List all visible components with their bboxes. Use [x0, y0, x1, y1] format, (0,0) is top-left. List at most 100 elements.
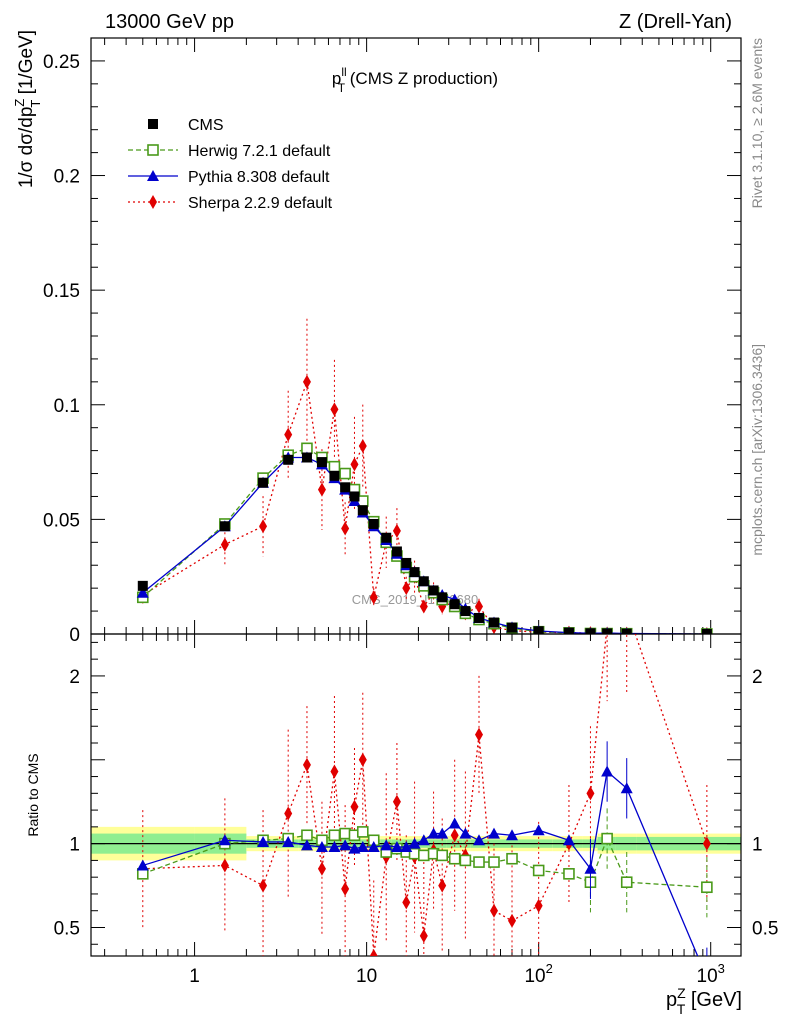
ratio-data-point: [436, 827, 449, 839]
ratio-data-point: [562, 834, 575, 846]
data-point: [475, 599, 484, 614]
data-point: [284, 427, 293, 442]
data-point: [317, 482, 326, 497]
ratio-data-point: [369, 949, 378, 956]
legend-marker: [147, 144, 159, 156]
ratio-data-point: [339, 827, 351, 840]
ratio-data-point: [328, 829, 341, 842]
ratio-data-point: [473, 834, 486, 846]
data-point: [701, 628, 712, 634]
data-point: [349, 491, 360, 502]
ratio-data-point: [508, 913, 517, 928]
ratio-data-point: [532, 824, 545, 836]
mcplots-label: mcplots.cern.ch [arXiv:1306.3436]: [749, 344, 765, 556]
ratio-data-point: [601, 765, 614, 777]
ratio-data-point: [623, 602, 631, 616]
x-tick-label: 103: [697, 961, 725, 987]
ratio-data-point: [301, 829, 313, 842]
ratio-data-point: [317, 861, 326, 876]
ratio-data-point: [427, 827, 440, 839]
header-left: 13000 GeV pp: [105, 11, 234, 33]
ratio-data-point: [300, 839, 313, 851]
data-point: [428, 585, 439, 596]
ratio-data-point: [438, 878, 447, 893]
ratio-data-point: [601, 832, 613, 845]
ratio-data-point: [563, 868, 575, 880]
data-point: [418, 576, 429, 587]
legend-label: CMS: [188, 117, 224, 134]
ratio-data-point: [136, 859, 149, 871]
data-point: [369, 590, 378, 605]
legend-label: Sherpa 2.2.9 default: [188, 195, 333, 212]
ratio-data-point: [339, 839, 352, 851]
ratio-data-point: [356, 840, 369, 852]
ratio-data-point: [302, 757, 311, 772]
data-point: [563, 627, 574, 634]
data-point: [341, 521, 350, 536]
data-point: [136, 586, 149, 598]
data-point: [329, 470, 340, 481]
ratio-data-point: [315, 840, 328, 852]
ratio-data-point: [367, 840, 380, 852]
data-point: [283, 454, 294, 465]
xlabel: pZ T [GeV]: [666, 985, 742, 1017]
ratio-ylabel: Ratio to CMS: [25, 753, 41, 836]
y-tick-label: 0.5: [54, 918, 80, 939]
data-point: [330, 402, 339, 417]
data-point: [381, 532, 392, 543]
data-point: [585, 628, 596, 634]
data-point: [220, 537, 229, 552]
ratio-data-point: [356, 826, 369, 838]
ratio-data-point: [459, 854, 472, 867]
y-tick-label: 0: [69, 625, 80, 646]
y-tick-label: 0.2: [54, 167, 80, 188]
ratio-series-pythia: [136, 741, 708, 956]
ratio-data-point: [534, 898, 543, 913]
ratio-data-point: [218, 834, 231, 846]
ratio-data-point: [390, 840, 403, 852]
data-point: [259, 519, 268, 534]
y-tick-label: 1: [69, 835, 80, 856]
ratio-data-point: [380, 839, 393, 851]
data-point: [460, 606, 471, 617]
ratio-data-point: [284, 806, 293, 821]
ratio-data-point: [620, 876, 633, 889]
ratio-data-point: [358, 752, 367, 767]
ratio-data-point: [487, 827, 500, 839]
x-tick-label: 102: [524, 961, 552, 987]
data-point: [316, 457, 327, 468]
x-tick-label-exp: 2: [546, 961, 553, 976]
y-tick-label-right: 0.5: [752, 918, 778, 939]
y-tick-label: 0.1: [54, 396, 80, 417]
data-point: [621, 628, 632, 634]
data-point: [357, 505, 368, 516]
ratio-data-point: [282, 835, 295, 847]
data-point: [358, 439, 367, 454]
series-cms: [137, 452, 712, 634]
y-tick-label: 0.05: [43, 510, 80, 531]
data-point: [437, 592, 448, 603]
ratio-data-point: [489, 903, 498, 918]
data-point: [507, 622, 518, 633]
x-tick-label-base: 10: [524, 966, 545, 987]
ratio-data-point: [448, 852, 461, 865]
ratio-data-point: [488, 856, 500, 868]
ratio-data-point: [584, 862, 597, 874]
y-tick-label-right: 1: [752, 835, 763, 856]
ratio-data-point: [417, 834, 430, 846]
data-point: [474, 612, 485, 623]
ratio-data-point: [586, 786, 595, 801]
data-point: [137, 580, 148, 591]
ratio-data-point: [330, 764, 339, 779]
data-point: [449, 599, 460, 610]
data-point: [488, 617, 499, 628]
data-point: [301, 452, 312, 463]
ratio-data-point: [620, 782, 633, 794]
data-point: [402, 581, 411, 596]
ratio-data-point: [450, 828, 459, 843]
ratio-data-point: [448, 817, 461, 829]
x-tick-label-base: 10: [697, 966, 718, 987]
ratio-data-point: [459, 827, 472, 839]
